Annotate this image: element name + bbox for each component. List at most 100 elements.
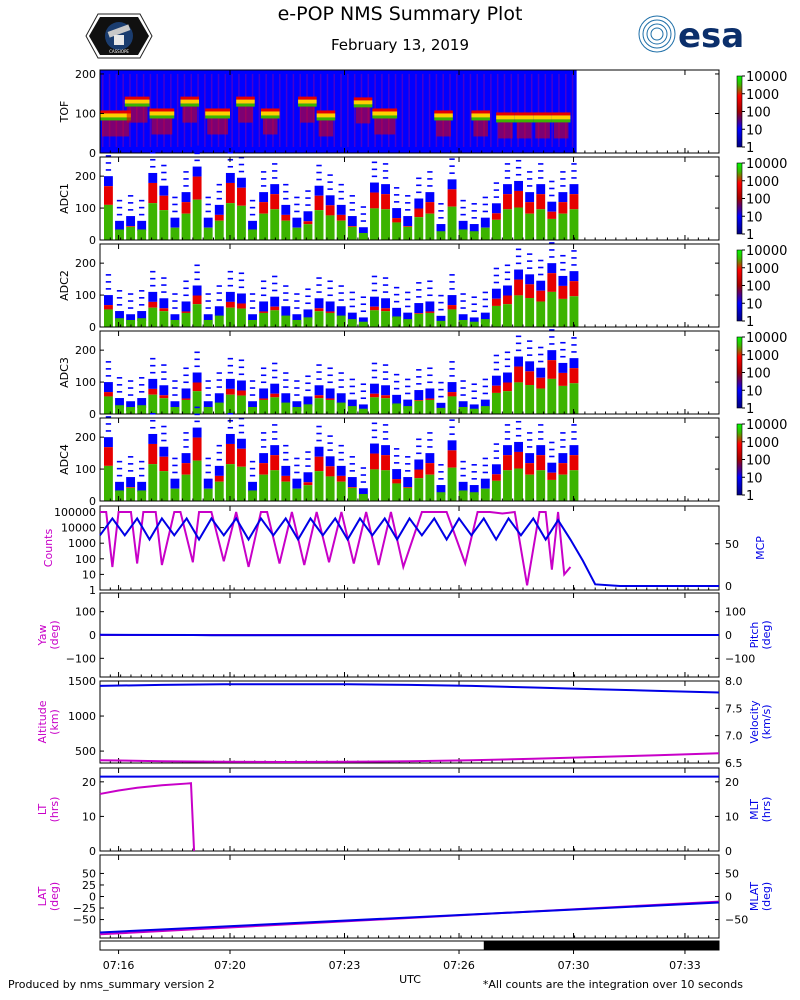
- heat-dash: [427, 178, 433, 180]
- panel-adc1: 0 100 200 ADC1 10000 1000 100 10 1: [58, 145, 787, 247]
- heat-dash: [294, 307, 300, 309]
- heat-dash: [371, 275, 378, 278]
- tof-streak: [279, 73, 281, 147]
- heat-column-cap: [292, 314, 302, 325]
- heat-dash: [382, 291, 389, 293]
- y-tick-label-left: −50: [73, 914, 96, 927]
- heat-dash: [283, 292, 289, 294]
- heat-column-base: [336, 220, 346, 240]
- heat-dash: [183, 439, 189, 441]
- heat-column-cap: [480, 399, 490, 410]
- heat-column-cap: [192, 372, 202, 383]
- tof-band-tail: [516, 122, 532, 139]
- heat-column-mid: [225, 388, 235, 395]
- heat-column-base: [414, 313, 424, 327]
- heat-dash: [416, 383, 422, 385]
- heat-column-mid: [569, 194, 579, 210]
- colorbar-tick-label: 1000: [746, 175, 779, 190]
- heat-column-cap: [414, 459, 424, 470]
- heat-dash: [216, 292, 222, 294]
- heat-dash: [272, 424, 278, 426]
- heat-dash: [150, 419, 156, 422]
- heat-column-base: [381, 398, 390, 414]
- heat-dash: [294, 300, 300, 302]
- y-axis-label-right-line: (hrs): [760, 797, 773, 823]
- heat-column-cap: [237, 380, 246, 391]
- heat-column-mid: [503, 194, 512, 210]
- heat-dash: [427, 374, 433, 377]
- heat-dash: [238, 163, 245, 166]
- tof-band: [298, 96, 317, 100]
- y-tick-label-right: 8.0: [725, 675, 743, 688]
- heat-dash: [405, 392, 411, 395]
- heat-column-base: [115, 229, 124, 240]
- colorbar-tick-label: 100: [746, 106, 771, 121]
- heat-column-mid: [148, 301, 158, 308]
- y-tick-label-right: 7.5: [725, 702, 743, 715]
- heat-dash: [305, 458, 311, 460]
- tof-streak: [558, 73, 560, 147]
- heat-dash: [227, 165, 234, 168]
- heat-column-mid: [514, 190, 523, 208]
- tof-streak: [565, 73, 567, 147]
- heat-dash: [327, 174, 333, 176]
- heat-dash: [216, 444, 222, 447]
- heat-column-mid: [547, 360, 557, 379]
- heat-column-cap: [469, 485, 479, 496]
- colorbar: [736, 249, 743, 322]
- colorbar-tick-label: 10: [746, 297, 763, 312]
- heat-dash: [327, 435, 333, 437]
- heat-dash: [183, 374, 189, 377]
- tof-streak: [462, 73, 465, 147]
- heat-column-base: [259, 474, 269, 501]
- heat-column-cap: [225, 433, 235, 444]
- heat-column-cap: [126, 216, 136, 227]
- heat-dash: [283, 379, 289, 381]
- heat-dash: [283, 372, 289, 374]
- heat-column-mid: [192, 437, 202, 461]
- heat-column-base: [491, 480, 501, 501]
- heat-dash: [294, 196, 300, 199]
- tof-streak: [530, 73, 533, 147]
- heat-column-cap: [237, 438, 246, 449]
- heat-column-cap: [303, 211, 313, 222]
- heat-column-base: [192, 304, 202, 327]
- heat-dash: [482, 385, 488, 388]
- heat-dash: [560, 348, 566, 351]
- panel-adc3: 0 100 200 ADC3 10000 1000 100 10 1: [58, 329, 787, 421]
- tof-streak: [415, 73, 417, 147]
- heat-column-base: [237, 466, 246, 501]
- heat-column-mid: [569, 455, 579, 471]
- heat-column-mid: [370, 192, 379, 209]
- heat-dash: [283, 386, 289, 388]
- heat-dash: [260, 178, 267, 180]
- heat-dash: [427, 185, 433, 187]
- heat-dash: [161, 277, 167, 279]
- heat-column-cap: [425, 388, 435, 399]
- heat-dash: [305, 288, 311, 291]
- heat-dash: [116, 297, 123, 299]
- heat-dash: [338, 190, 344, 193]
- heat-column-base: [170, 406, 180, 414]
- heat-dash: [360, 296, 367, 299]
- heat-dash: [371, 168, 378, 171]
- heat-dash: [526, 340, 533, 342]
- heat-dash: [405, 463, 411, 465]
- heat-dash: [416, 445, 422, 448]
- tof-band-tail: [238, 106, 253, 123]
- heat-dash: [471, 464, 477, 466]
- heat-dash: [272, 431, 278, 433]
- heat-dash: [139, 474, 145, 477]
- heat-dash: [272, 438, 278, 440]
- heat-column-base: [458, 490, 468, 501]
- heat-dash: [205, 300, 211, 302]
- heat-column-cap: [314, 446, 324, 457]
- heat-column-cap: [536, 445, 546, 456]
- heat-column-base: [392, 222, 402, 240]
- heat-dash: [526, 439, 533, 441]
- heat-column-cap: [325, 301, 335, 312]
- heat-dash: [260, 439, 267, 441]
- heat-column-base: [170, 488, 180, 501]
- heat-dash: [549, 194, 555, 197]
- heat-dash: [127, 394, 134, 396]
